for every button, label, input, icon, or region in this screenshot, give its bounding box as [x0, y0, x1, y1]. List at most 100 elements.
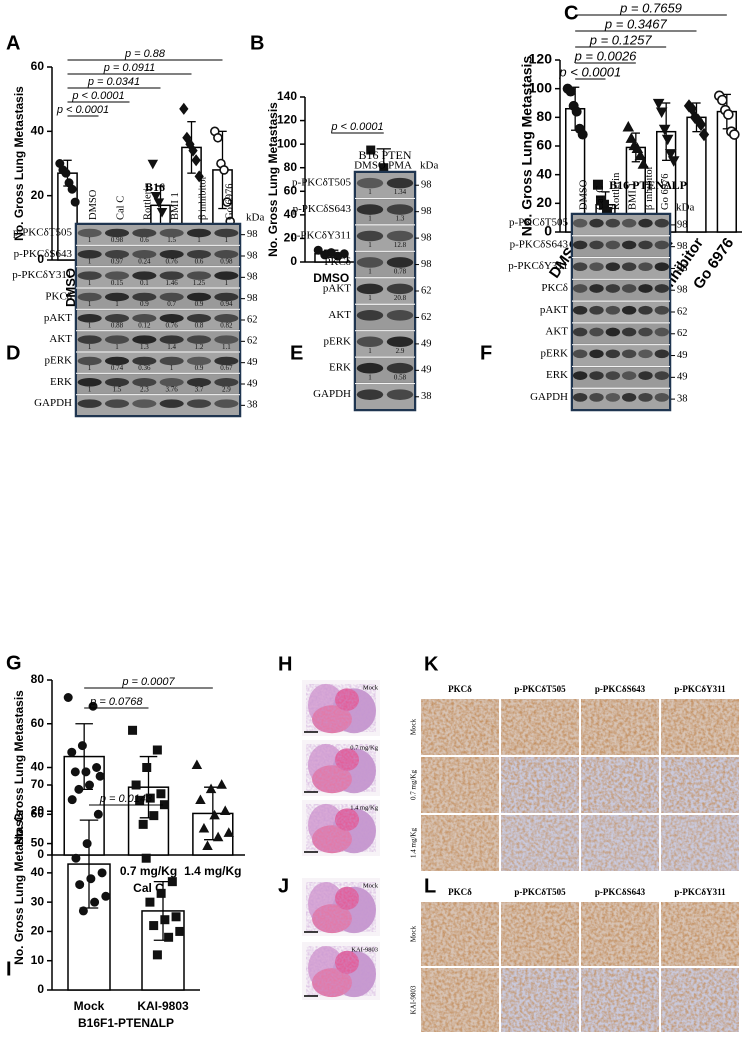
band-quantification: 1: [88, 343, 92, 351]
protein-label: PKCδ: [45, 290, 72, 302]
band-quantification: 0.9: [195, 364, 204, 372]
blot-strip: [573, 323, 669, 344]
lane-label: DMSO: [88, 189, 99, 220]
blot-strip: [77, 246, 239, 266]
stain-label: p-PKCδT505: [514, 684, 566, 694]
data-point: [156, 789, 166, 799]
data-point: [138, 819, 148, 829]
protein-label: p-PKCδY311: [12, 269, 72, 281]
data-point: [571, 106, 582, 117]
data-point: [75, 880, 85, 890]
y-tick-label: 60: [284, 183, 298, 197]
protein-label: p-PKCδS643: [293, 203, 352, 215]
protein-band: [356, 257, 384, 268]
protein-band: [132, 378, 157, 387]
protein-band: [654, 305, 670, 315]
lane-label: Rottlerin: [611, 172, 622, 210]
y-tick-label: 140: [277, 89, 297, 103]
data-point: [625, 132, 638, 143]
protein-band: [589, 218, 604, 228]
band-quantification: 0.97: [111, 258, 124, 266]
data-point: [664, 149, 677, 160]
data-point: [142, 763, 152, 772]
band-quantification: 1.4: [167, 343, 176, 351]
protein-band: [638, 349, 653, 359]
protein-band: [572, 240, 588, 250]
data-point: [153, 198, 165, 208]
data-point: [67, 795, 77, 805]
kda-marker: 98: [247, 293, 258, 304]
data-point: [202, 840, 213, 850]
protein-band: [638, 240, 653, 250]
tissue-texture: [306, 684, 376, 732]
data-point: [164, 932, 174, 942]
data-point: [92, 763, 102, 772]
protein-label: p-PKCδY311: [291, 230, 351, 242]
y-tick-label: 20: [31, 924, 45, 938]
protein-label: pERK: [324, 335, 352, 347]
dose-label: 1.4 mg/Kg: [350, 804, 379, 811]
data-point: [698, 127, 710, 142]
data-point: [631, 142, 644, 153]
data-point: [219, 805, 231, 815]
y-tick-label: 0: [37, 252, 44, 266]
band-quantification: 1.46: [166, 279, 179, 287]
band-quantification: 0.82: [220, 322, 233, 330]
protein-band: [77, 399, 102, 408]
blot-strip: [573, 236, 669, 257]
band-quantification: 1: [88, 322, 92, 330]
ihc-stain: [661, 815, 739, 871]
lane-label: BMI 1: [628, 182, 639, 210]
protein-band: [605, 305, 621, 315]
data-point: [195, 794, 206, 805]
kda-marker: 62: [421, 312, 432, 323]
protein-band: [159, 271, 184, 280]
kda-marker: 98: [247, 250, 258, 261]
data-point: [313, 245, 323, 255]
protein-band: [132, 335, 157, 344]
y-tick-label: 70: [31, 777, 45, 791]
dose-label: Mock: [363, 684, 379, 691]
data-point: [82, 839, 92, 849]
ihc-stain: [421, 699, 499, 755]
x-tick-label: Mock: [74, 999, 105, 1013]
ihc-stain: [421, 815, 499, 871]
kda-marker: 49: [421, 338, 432, 349]
protein-band: [77, 314, 102, 323]
kda-marker: 49: [247, 357, 258, 368]
band-quantification: 0.36: [138, 364, 151, 372]
ihc-stain: [501, 968, 579, 1032]
data-point: [84, 780, 94, 790]
band-quantification: 1: [88, 236, 92, 244]
data-point: [149, 811, 159, 821]
protein-band: [104, 228, 130, 238]
protein-band: [159, 314, 184, 323]
protein-band: [621, 327, 637, 337]
band-quantification: 1: [368, 373, 372, 381]
y-tick-label: 40: [284, 207, 298, 221]
ihc-stain: [421, 902, 499, 966]
y-tick-label: 20: [284, 231, 298, 245]
band-quantification: 1.25: [193, 279, 206, 287]
data-point: [171, 912, 181, 922]
kda-marker: 49: [247, 378, 258, 389]
p-value: p = 0.7659: [619, 0, 682, 15]
protein-band: [77, 335, 102, 344]
protein-band: [104, 378, 130, 387]
protein-label: AKT: [328, 309, 351, 321]
protein-band: [386, 362, 414, 374]
band-quantification: 1: [368, 188, 372, 196]
data-point: [135, 795, 145, 805]
p-value: p < 0.0001: [330, 121, 383, 133]
protein-band: [77, 378, 102, 387]
band-quantification: 1.2: [195, 343, 204, 351]
protein-band: [605, 349, 621, 359]
lane-label: β inhibitor: [644, 165, 655, 210]
ihc-stain: [581, 968, 659, 1032]
protein-band: [214, 250, 239, 259]
data-point: [191, 154, 201, 167]
band-quantification: 0.88: [111, 322, 124, 330]
protein-band: [589, 393, 604, 402]
band-quantification: 2.9: [222, 386, 231, 394]
kda-marker: 62: [247, 336, 258, 347]
